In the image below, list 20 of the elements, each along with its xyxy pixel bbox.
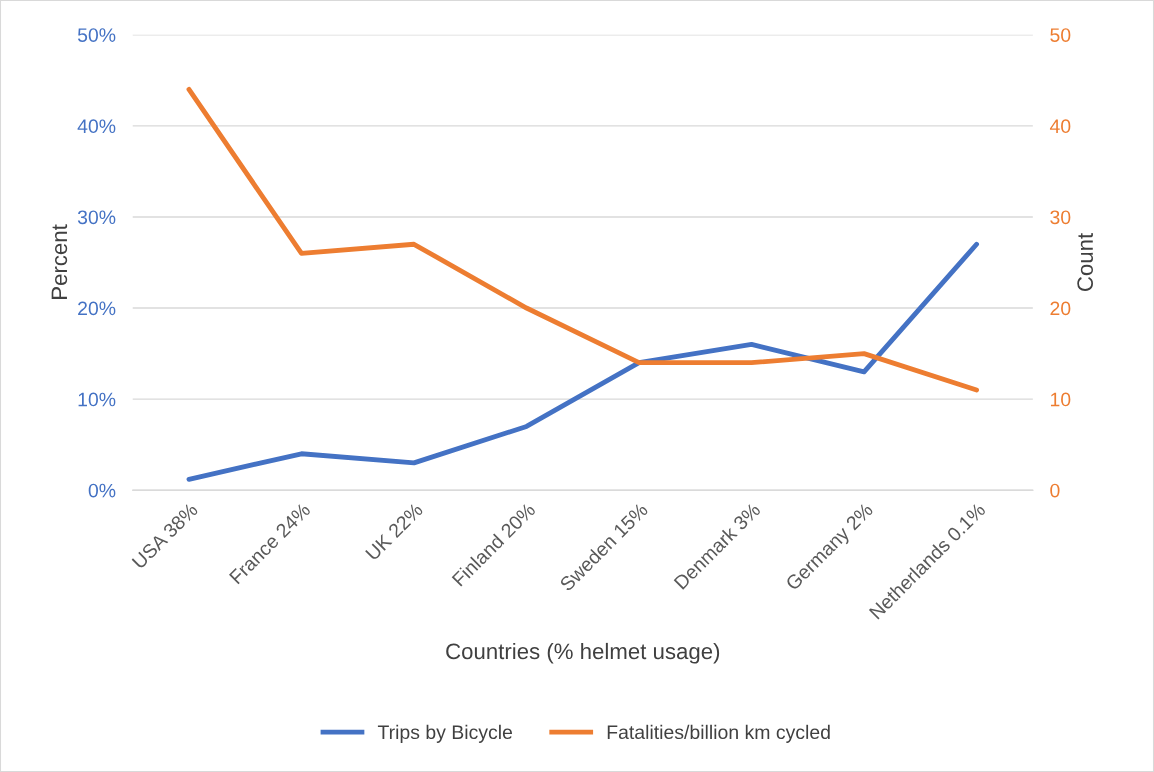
line-series — [186, 86, 979, 393]
y-tick-label: 0% — [88, 483, 116, 498]
y-tick-label: 30% — [77, 210, 116, 225]
y2-tick-label: 50 — [1050, 28, 1071, 42]
legend-label: Fatalities/billion km cycled — [607, 724, 830, 743]
x-tick-label: USA 38% — [131, 502, 199, 570]
y2-tick-label: 0 — [1050, 483, 1060, 498]
y-tick-label: 40% — [77, 119, 116, 134]
y2-tick-label: 30 — [1050, 210, 1071, 225]
y-tick-label: 10% — [78, 392, 116, 407]
x-axis-title: Countries (% helmet usage) — [446, 642, 720, 664]
y2-tick-label: 40 — [1049, 119, 1071, 134]
y-tick-label: 50% — [77, 28, 116, 42]
y-axis-title: Percent — [51, 224, 68, 299]
y-tick-label: 20% — [78, 301, 116, 316]
y2-tick-label: 10 — [1050, 392, 1071, 407]
y2-tick-label: 20 — [1050, 301, 1071, 316]
legend-label: Trips by Bicycle — [377, 724, 513, 743]
line-series — [186, 241, 979, 482]
y2-axis-title: Count — [1077, 232, 1093, 291]
